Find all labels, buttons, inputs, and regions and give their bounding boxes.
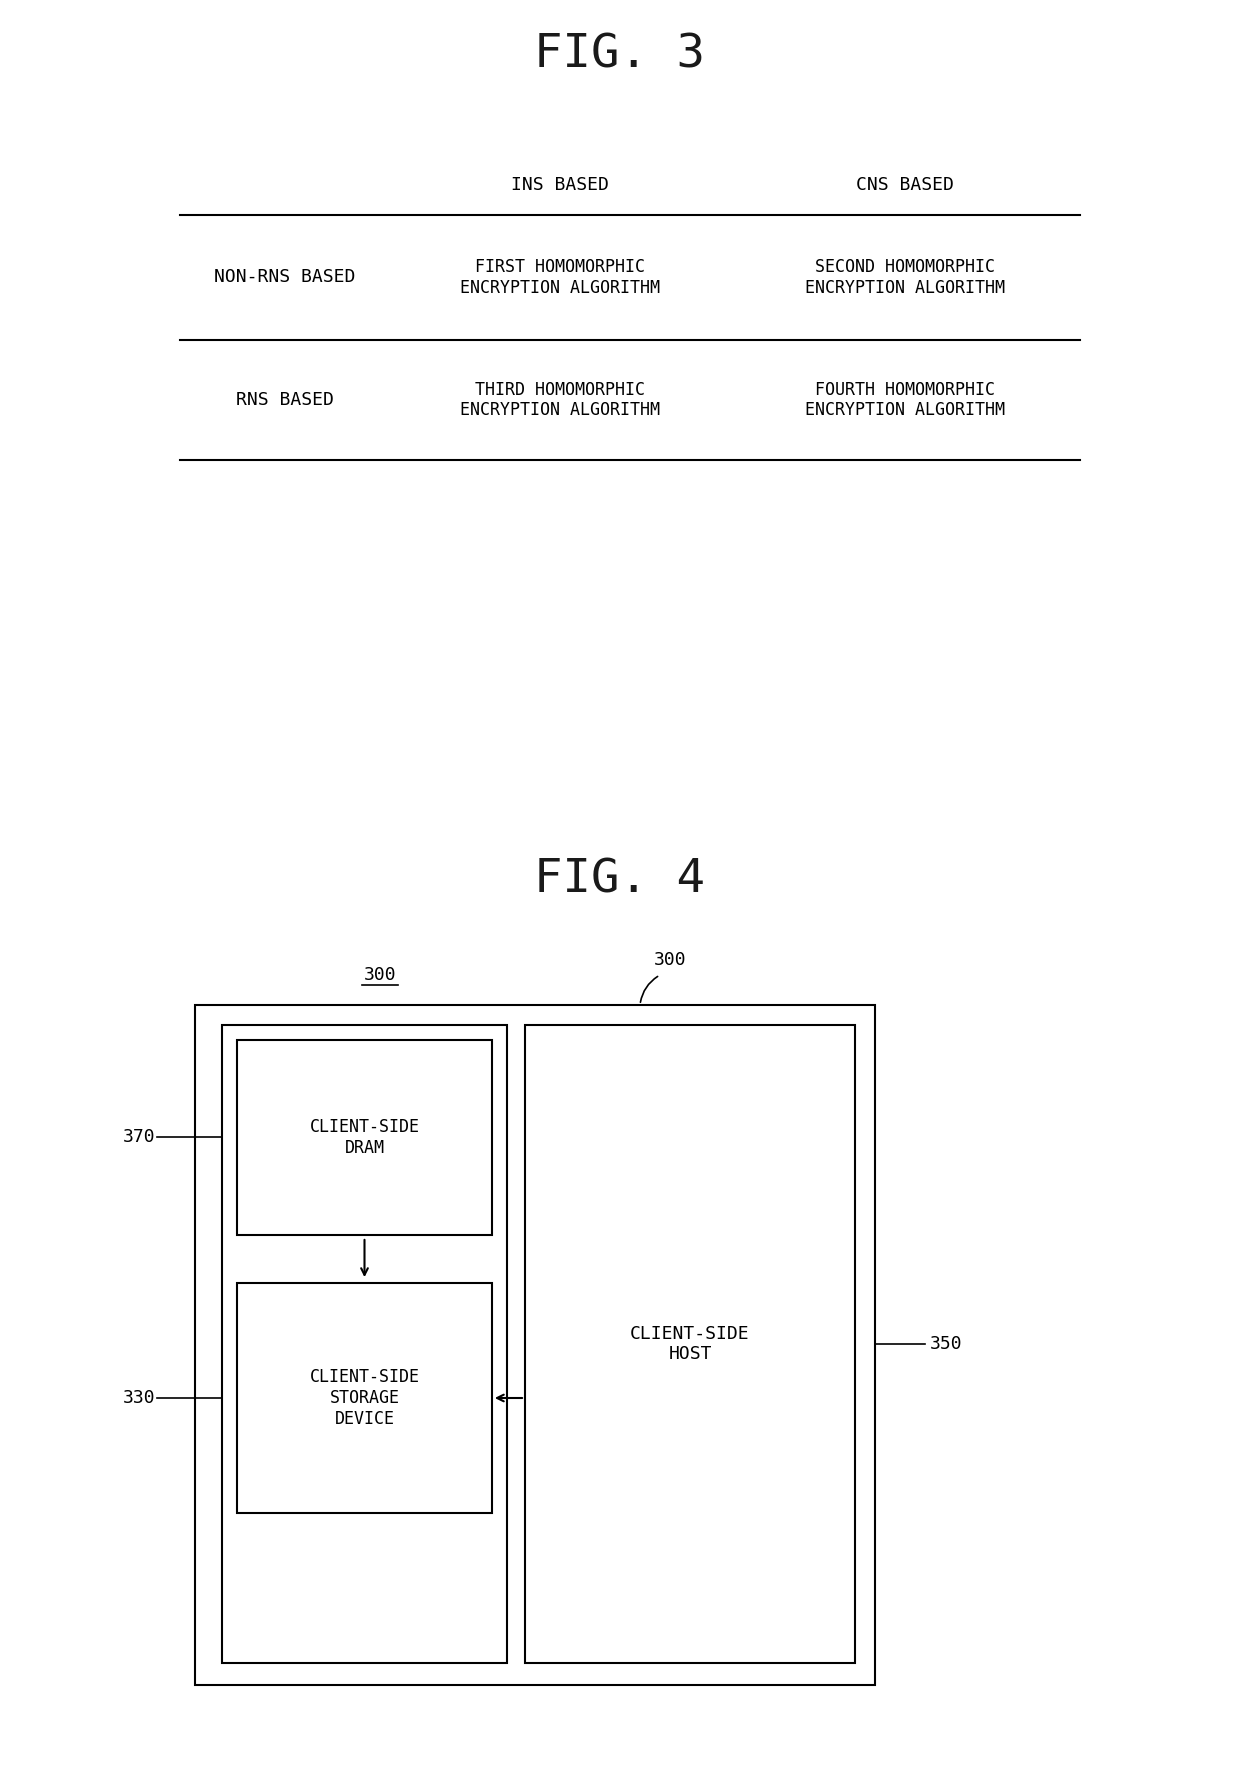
Text: FIG. 4: FIG. 4 xyxy=(534,858,706,903)
Text: 300: 300 xyxy=(653,952,686,969)
Bar xyxy=(195,1005,875,1684)
Text: CLIENT-SIDE
DRAM: CLIENT-SIDE DRAM xyxy=(310,1118,419,1158)
Text: FOURTH HOMOMORPHIC
ENCRYPTION ALGORITHM: FOURTH HOMOMORPHIC ENCRYPTION ALGORITHM xyxy=(805,380,1004,419)
Bar xyxy=(222,1025,507,1663)
Text: 330: 330 xyxy=(123,1389,155,1407)
Text: CLIENT-SIDE
STORAGE
DEVICE: CLIENT-SIDE STORAGE DEVICE xyxy=(310,1369,419,1428)
Text: CNS BASED: CNS BASED xyxy=(856,176,954,194)
Text: NON-RNS BASED: NON-RNS BASED xyxy=(215,269,356,287)
Bar xyxy=(237,1283,492,1512)
Text: THIRD HOMOMORPHIC
ENCRYPTION ALGORITHM: THIRD HOMOMORPHIC ENCRYPTION ALGORITHM xyxy=(460,380,660,419)
Bar xyxy=(237,1039,492,1235)
Text: INS BASED: INS BASED xyxy=(511,176,609,194)
Text: FIRST HOMOMORPHIC
ENCRYPTION ALGORITHM: FIRST HOMOMORPHIC ENCRYPTION ALGORITHM xyxy=(460,258,660,297)
Text: FIG. 3: FIG. 3 xyxy=(534,32,706,77)
Text: SECOND HOMOMORPHIC
ENCRYPTION ALGORITHM: SECOND HOMOMORPHIC ENCRYPTION ALGORITHM xyxy=(805,258,1004,297)
Text: 370: 370 xyxy=(123,1129,155,1147)
Text: RNS BASED: RNS BASED xyxy=(236,391,334,409)
Bar xyxy=(525,1025,856,1663)
Text: 350: 350 xyxy=(930,1335,962,1353)
Text: 300: 300 xyxy=(363,966,397,984)
Text: CLIENT-SIDE
HOST: CLIENT-SIDE HOST xyxy=(630,1324,750,1364)
